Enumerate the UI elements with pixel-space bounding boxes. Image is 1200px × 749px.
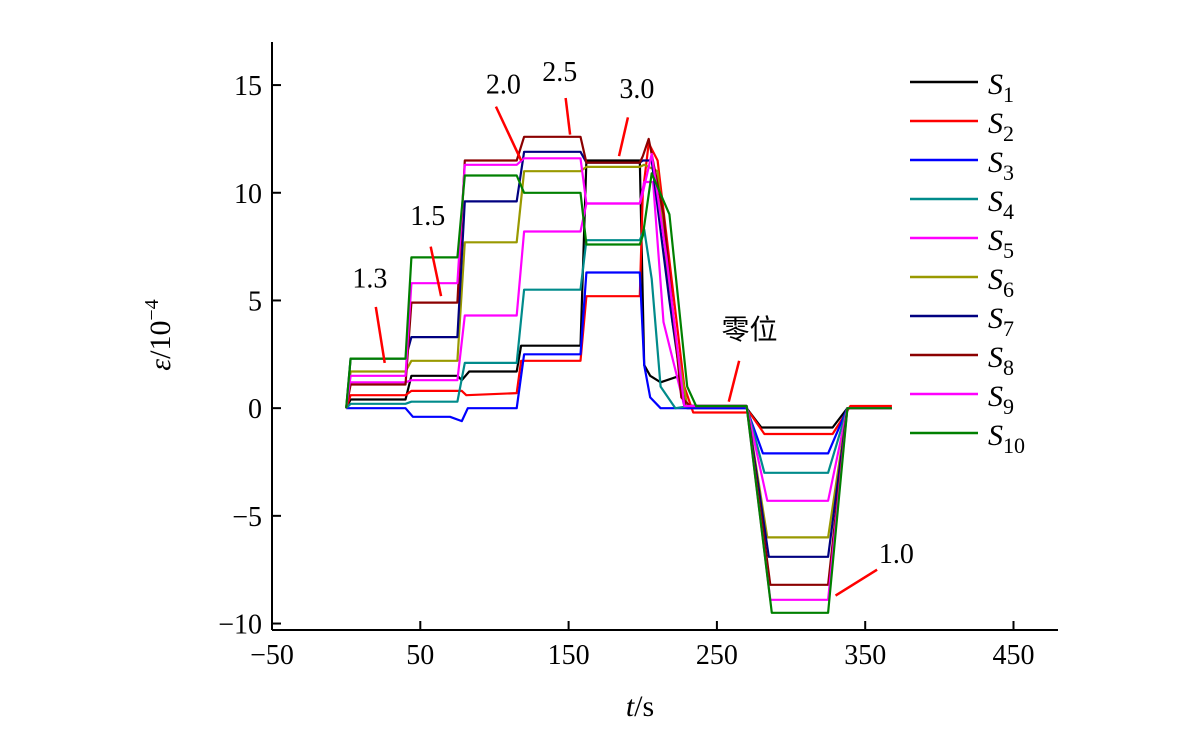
y-axis-label: ε/10−4: [141, 299, 177, 370]
series-line-s3: [346, 271, 892, 455]
legend-series-name: S: [988, 146, 1003, 179]
x-tick-label: 250: [696, 640, 738, 671]
legend-label-s8: S8: [988, 341, 1014, 380]
annotation-label: 2.5: [542, 57, 577, 88]
axes: [271, 42, 1058, 631]
series-line-s4: [345, 228, 892, 474]
plot-area: [345, 135, 892, 614]
legend-series-subscript: 4: [1003, 199, 1014, 224]
annotation-pointer: [374, 306, 386, 364]
legend-series-subscript: 6: [1003, 277, 1014, 302]
annotation-label: 1.5: [410, 201, 445, 232]
annotation-pointer: [617, 117, 630, 157]
legend-label-s4: S4: [988, 185, 1014, 224]
x-tick-label: 50: [406, 640, 434, 671]
annotation-label: 零位: [722, 314, 778, 346]
y-tick-label: 0: [248, 394, 262, 425]
legend-label-s1: S1: [988, 68, 1014, 107]
x-axis-label: t/s: [626, 690, 654, 723]
legend-series-subscript: 7: [1003, 316, 1014, 341]
y-tick-label: −10: [218, 610, 262, 641]
y-tick-label: 10: [234, 179, 262, 210]
legend-series-name: S: [988, 380, 1003, 413]
series-line-s8: [345, 135, 892, 586]
series-line-s2: [345, 142, 892, 436]
legend-series-name: S: [988, 341, 1003, 374]
annotation-pointer: [494, 106, 523, 161]
legend-series-name: S: [988, 302, 1003, 335]
annotation-pointer: [564, 97, 572, 135]
legend-label-s3: S3: [988, 146, 1014, 185]
annotation-pointer: [727, 360, 741, 402]
y-tick-label: −5: [232, 502, 262, 533]
annotation-label: 2.0: [486, 70, 521, 101]
legend-series-name: S: [988, 107, 1003, 140]
legend-series-name: S: [988, 224, 1003, 257]
annotation-pointer: [429, 246, 443, 297]
annotation-label: 3.0: [619, 74, 654, 105]
legend-series-name: S: [988, 185, 1003, 218]
series-line-s6: [345, 163, 892, 539]
legend-series-subscript: 9: [1003, 394, 1014, 419]
annotation-pointer: [834, 568, 878, 597]
legend-series-name: S: [988, 263, 1003, 296]
legend-label-s10: S10: [988, 419, 1025, 458]
legend-series-name: S: [988, 419, 1003, 452]
series-line-s10: [345, 172, 892, 614]
x-tick-label: 450: [993, 640, 1035, 671]
legend-series-subscript: 5: [1003, 238, 1014, 263]
legend-label-s9: S9: [988, 380, 1014, 419]
legend-series-name: S: [988, 68, 1003, 101]
annotation-label: 1.3: [352, 264, 387, 295]
x-tick-label: 350: [844, 640, 886, 671]
legend-series-subscript: 10: [1003, 433, 1025, 458]
legend-series-subscript: 1: [1003, 82, 1014, 107]
legend-series-subscript: 3: [1003, 160, 1014, 185]
legend-label-s5: S5: [988, 224, 1014, 263]
legend-series-subscript: 8: [1003, 355, 1014, 380]
legend-label-s7: S7: [988, 302, 1014, 341]
y-tick-label: 5: [248, 286, 262, 317]
legend-label-s6: S6: [988, 263, 1014, 302]
x-tick-label: 150: [548, 640, 590, 671]
annotations: 1.3 1.5 2.0 2.5 3.0 零位 1.0: [352, 57, 914, 597]
legend-label-s2: S2: [988, 107, 1014, 146]
annotation-label: 1.0: [879, 539, 914, 570]
y-tick-label: 15: [234, 71, 262, 102]
legend-series-subscript: 2: [1003, 121, 1014, 146]
x-tick-label: −50: [250, 640, 294, 671]
